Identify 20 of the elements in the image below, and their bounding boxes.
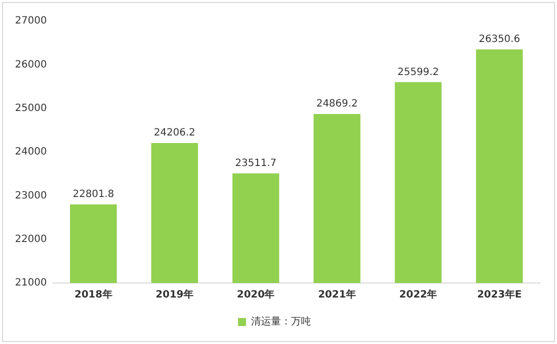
x-tick-label: 2023年E [477,288,522,301]
y-tick-label: 22000 [15,234,47,245]
x-tick-label: 2018年 [74,288,112,301]
data-label: 24206.2 [154,128,196,139]
y-tick-label: 21000 [15,278,47,289]
legend-label: 清运量：万吨 [251,316,311,328]
data-label: 22801.8 [72,188,114,200]
data-label: 24869.2 [316,98,358,110]
data-label: 23511.7 [235,158,276,169]
x-tick-label: 2019年 [156,288,194,301]
data-label: 26350.6 [478,34,520,45]
y-tick-label: 23000 [15,190,47,202]
y-tick-label: 27000 [15,16,47,27]
x-tick-label: 2021年 [318,288,356,301]
y-tick-label: 25000 [15,102,47,114]
y-tick-label: 24000 [15,146,47,158]
x-tick-label: 2020年 [236,288,275,301]
data-label: 25599.2 [398,66,439,78]
y-tick-label: 26000 [15,59,47,70]
x-tick-label: 2022年 [399,288,438,301]
